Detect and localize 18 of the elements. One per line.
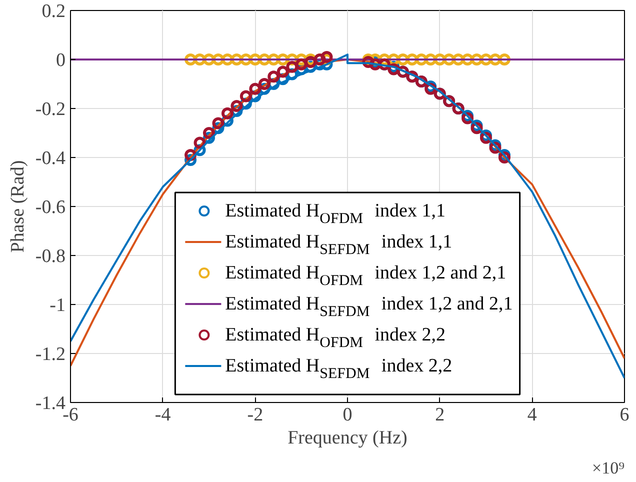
x-axis-title: Frequency (Hz)	[288, 428, 408, 448]
x-tick-label: 4	[527, 404, 538, 426]
y-tick-label: -1	[50, 295, 66, 316]
y-tick-label: -1.2	[35, 344, 66, 365]
y-tick-label: -0.8	[35, 246, 66, 267]
y-tick-label: -0.4	[35, 148, 66, 169]
y-axis-title: Phase (Rad)	[7, 160, 28, 253]
x-tick-label: 6	[620, 404, 630, 426]
x-tick-label: -4	[154, 404, 172, 426]
x-tick-label: -2	[247, 404, 264, 426]
text: ×10⁹	[592, 458, 625, 478]
x-tick-label: 0	[342, 404, 352, 426]
y-tick-label: -0.2	[35, 99, 66, 120]
y-tick-label: -0.6	[35, 197, 66, 218]
y-tick-label: -1.4	[35, 393, 66, 414]
y-tick-label: 0	[56, 50, 66, 71]
x-tick-label: 2	[435, 404, 445, 426]
y-tick-label: 0.2	[42, 1, 66, 22]
